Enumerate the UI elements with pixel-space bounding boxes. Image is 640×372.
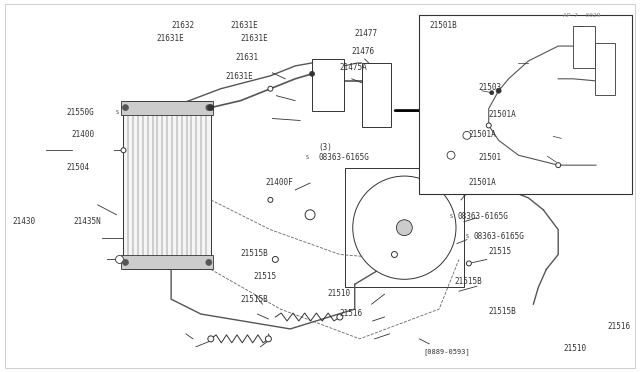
Text: 21477: 21477 — [355, 29, 378, 38]
Text: 08363-6165G: 08363-6165G — [458, 212, 509, 221]
Circle shape — [392, 251, 397, 257]
Circle shape — [353, 176, 456, 279]
Text: 21501A: 21501A — [489, 110, 516, 119]
Text: 21632: 21632 — [171, 21, 195, 30]
Text: 21516: 21516 — [340, 308, 363, 318]
Text: 21516: 21516 — [608, 323, 631, 331]
Circle shape — [467, 261, 472, 266]
Text: 21515B: 21515B — [241, 249, 268, 258]
Circle shape — [273, 256, 278, 262]
Circle shape — [490, 91, 493, 95]
Bar — [419, 15, 632, 194]
Circle shape — [337, 314, 343, 320]
Text: 21510: 21510 — [563, 344, 586, 353]
Text: 21476: 21476 — [352, 46, 375, 55]
Bar — [124, 101, 211, 269]
Text: 21504: 21504 — [67, 163, 90, 171]
Circle shape — [486, 123, 492, 128]
Text: 08363-6165G: 08363-6165G — [318, 153, 369, 162]
Text: 21631E: 21631E — [226, 72, 253, 81]
Circle shape — [116, 256, 124, 263]
Text: 21515B: 21515B — [241, 295, 268, 304]
Bar — [312, 59, 344, 110]
Circle shape — [206, 105, 212, 110]
Text: 21475A: 21475A — [340, 63, 367, 73]
Text: S: S — [116, 110, 119, 115]
Circle shape — [268, 198, 273, 202]
Circle shape — [121, 148, 126, 153]
Text: 21501: 21501 — [479, 153, 502, 162]
Bar — [122, 101, 213, 115]
Text: 21430: 21430 — [12, 217, 35, 226]
Circle shape — [208, 336, 214, 342]
Text: 21501B: 21501B — [429, 21, 457, 30]
Text: 21501A: 21501A — [469, 177, 497, 186]
Circle shape — [122, 259, 129, 265]
Circle shape — [305, 210, 315, 220]
Text: AP 7  0029: AP 7 0029 — [563, 13, 601, 18]
Circle shape — [447, 151, 455, 159]
Circle shape — [206, 259, 212, 265]
Bar — [345, 168, 464, 287]
Text: 21515B: 21515B — [489, 307, 516, 315]
Circle shape — [463, 131, 471, 140]
Text: 21515: 21515 — [489, 247, 512, 256]
Text: 21550G: 21550G — [67, 108, 95, 117]
Bar — [573, 26, 595, 68]
Circle shape — [266, 336, 271, 342]
Circle shape — [556, 163, 561, 168]
Text: [0889-0593]: [0889-0593] — [423, 348, 470, 355]
Circle shape — [122, 105, 129, 110]
Bar — [595, 43, 615, 95]
Text: 21510: 21510 — [327, 289, 350, 298]
Circle shape — [396, 220, 412, 235]
Text: S: S — [465, 234, 468, 239]
Text: 21435N: 21435N — [74, 217, 102, 226]
Text: 21631E: 21631E — [230, 21, 259, 30]
Text: 21400F: 21400F — [266, 177, 293, 186]
Text: 21515: 21515 — [253, 272, 276, 281]
Circle shape — [310, 71, 314, 76]
Text: 08363-6165G: 08363-6165G — [474, 232, 525, 241]
Text: 21631: 21631 — [236, 54, 259, 62]
Text: 21400: 21400 — [72, 130, 95, 139]
Circle shape — [208, 105, 214, 110]
Text: 21631E: 21631E — [156, 33, 184, 43]
Text: 21503: 21503 — [479, 83, 502, 92]
Bar — [122, 256, 213, 269]
Text: S: S — [449, 214, 452, 219]
Circle shape — [268, 86, 273, 91]
Text: 21501A: 21501A — [469, 130, 497, 139]
Text: S: S — [306, 155, 308, 160]
Text: 21631E: 21631E — [241, 33, 268, 43]
Text: 21515B: 21515B — [454, 277, 482, 286]
Text: (3): (3) — [318, 143, 332, 152]
Circle shape — [496, 88, 501, 93]
Bar — [362, 63, 392, 128]
